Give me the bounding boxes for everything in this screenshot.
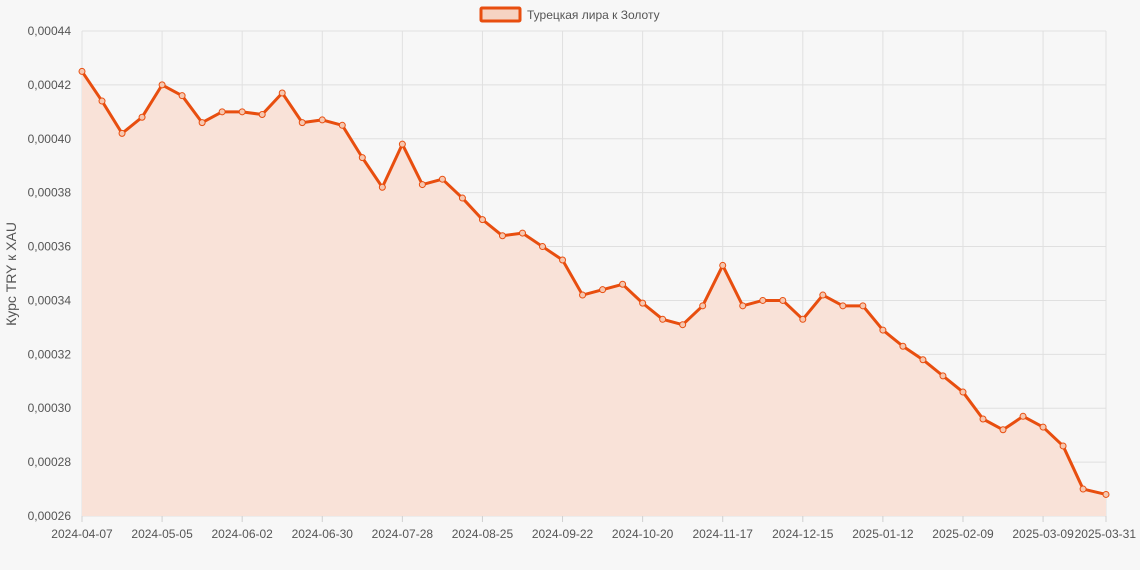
data-point[interactable] xyxy=(879,326,887,334)
data-point[interactable] xyxy=(138,113,146,121)
data-point[interactable] xyxy=(278,89,286,97)
data-point[interactable] xyxy=(218,108,226,116)
x-tick-label: 2024-10-20 xyxy=(612,527,674,541)
data-point[interactable] xyxy=(238,108,246,116)
x-tick-label: 2024-05-05 xyxy=(131,527,193,541)
data-point[interactable] xyxy=(418,181,426,189)
data-point[interactable] xyxy=(198,119,206,127)
x-tick-label: 2024-08-25 xyxy=(452,527,514,541)
x-tick-label: 2024-11-17 xyxy=(692,527,753,541)
x-tick-label: 2024-12-15 xyxy=(772,527,834,541)
data-point[interactable] xyxy=(579,291,587,299)
data-point[interactable] xyxy=(899,342,907,350)
data-point[interactable] xyxy=(338,121,346,129)
data-point[interactable] xyxy=(959,388,967,396)
data-point[interactable] xyxy=(679,321,687,329)
y-tick-label: 0,00026 xyxy=(28,509,72,523)
data-point[interactable] xyxy=(919,356,927,364)
data-point[interactable] xyxy=(739,302,747,310)
data-points xyxy=(78,67,1110,498)
data-point[interactable] xyxy=(318,116,326,124)
data-point[interactable] xyxy=(599,286,607,294)
data-point[interactable] xyxy=(298,119,306,127)
y-tick-label: 0,00036 xyxy=(28,240,72,254)
data-point[interactable] xyxy=(518,229,526,237)
legend-label: Турецкая лира к Золоту xyxy=(527,8,660,22)
y-tick-label: 0,00044 xyxy=(28,24,72,38)
data-point[interactable] xyxy=(1079,485,1087,493)
y-tick-label: 0,00042 xyxy=(28,78,72,92)
data-point[interactable] xyxy=(939,372,947,380)
series-area xyxy=(82,71,1106,517)
data-point[interactable] xyxy=(1102,490,1110,498)
y-tick-label: 0,00038 xyxy=(28,186,72,200)
x-tick-label: 2025-03-31 xyxy=(1075,527,1137,541)
x-tick-label: 2024-04-07 xyxy=(51,527,113,541)
data-point[interactable] xyxy=(78,67,86,75)
data-point[interactable] xyxy=(478,216,486,224)
x-axis-ticks: 2024-04-07 2024-05-05 2024-06-02 2024-06-30… xyxy=(51,527,1136,541)
data-point[interactable] xyxy=(839,302,847,310)
y-tick-label: 0,00040 xyxy=(28,132,72,146)
data-point[interactable] xyxy=(979,415,987,423)
data-point[interactable] xyxy=(178,92,186,100)
y-tick-label: 0,00030 xyxy=(28,401,72,415)
y-axis-title: Курс TRY к XAU xyxy=(3,222,19,326)
data-point[interactable] xyxy=(1039,423,1047,431)
area-fill xyxy=(82,71,1106,517)
data-point[interactable] xyxy=(398,140,406,148)
data-point[interactable] xyxy=(559,256,567,264)
series-line xyxy=(80,69,1108,496)
data-point[interactable] xyxy=(539,243,547,251)
x-tick-label: 2024-06-30 xyxy=(292,527,354,541)
data-point[interactable] xyxy=(779,296,787,304)
legend-swatch xyxy=(479,6,522,23)
data-point[interactable] xyxy=(639,299,647,307)
data-point[interactable] xyxy=(118,129,126,137)
series-line-path xyxy=(80,69,1108,496)
data-point[interactable] xyxy=(759,296,767,304)
y-tick-label: 0,00028 xyxy=(28,455,72,469)
data-point[interactable] xyxy=(799,315,807,323)
x-tick-label: 2025-01-12 xyxy=(852,527,914,541)
data-point[interactable] xyxy=(358,154,366,162)
data-point[interactable] xyxy=(458,194,466,202)
data-point[interactable] xyxy=(659,315,667,323)
data-point[interactable] xyxy=(158,81,166,89)
data-point[interactable] xyxy=(719,261,727,269)
x-tick-label: 2024-06-02 xyxy=(211,527,273,541)
x-tick-label: 2024-09-22 xyxy=(532,527,594,541)
data-point[interactable] xyxy=(438,175,446,183)
y-tick-label: 0,00034 xyxy=(28,293,72,307)
legend[interactable]: Турецкая лира к Золоту xyxy=(479,6,660,23)
data-point[interactable] xyxy=(258,111,266,119)
data-point[interactable] xyxy=(98,97,106,105)
y-axis-ticks: 0,00026 0,00028 0,00030 0,00032 0,00034 0,000… xyxy=(28,24,72,523)
x-tick-label: 2024-07-28 xyxy=(372,527,434,541)
data-point[interactable] xyxy=(619,280,627,288)
data-point[interactable] xyxy=(999,426,1007,434)
data-point[interactable] xyxy=(819,291,827,299)
data-point[interactable] xyxy=(378,183,386,191)
x-tick-label: 2025-03-09 xyxy=(1012,527,1074,541)
x-tick-label: 2025-02-09 xyxy=(932,527,994,541)
data-point[interactable] xyxy=(1019,412,1027,420)
data-point[interactable] xyxy=(1059,442,1067,450)
data-point[interactable] xyxy=(859,302,867,310)
data-point[interactable] xyxy=(498,232,506,240)
data-point[interactable] xyxy=(699,302,707,310)
y-tick-label: 0,00032 xyxy=(28,347,72,361)
